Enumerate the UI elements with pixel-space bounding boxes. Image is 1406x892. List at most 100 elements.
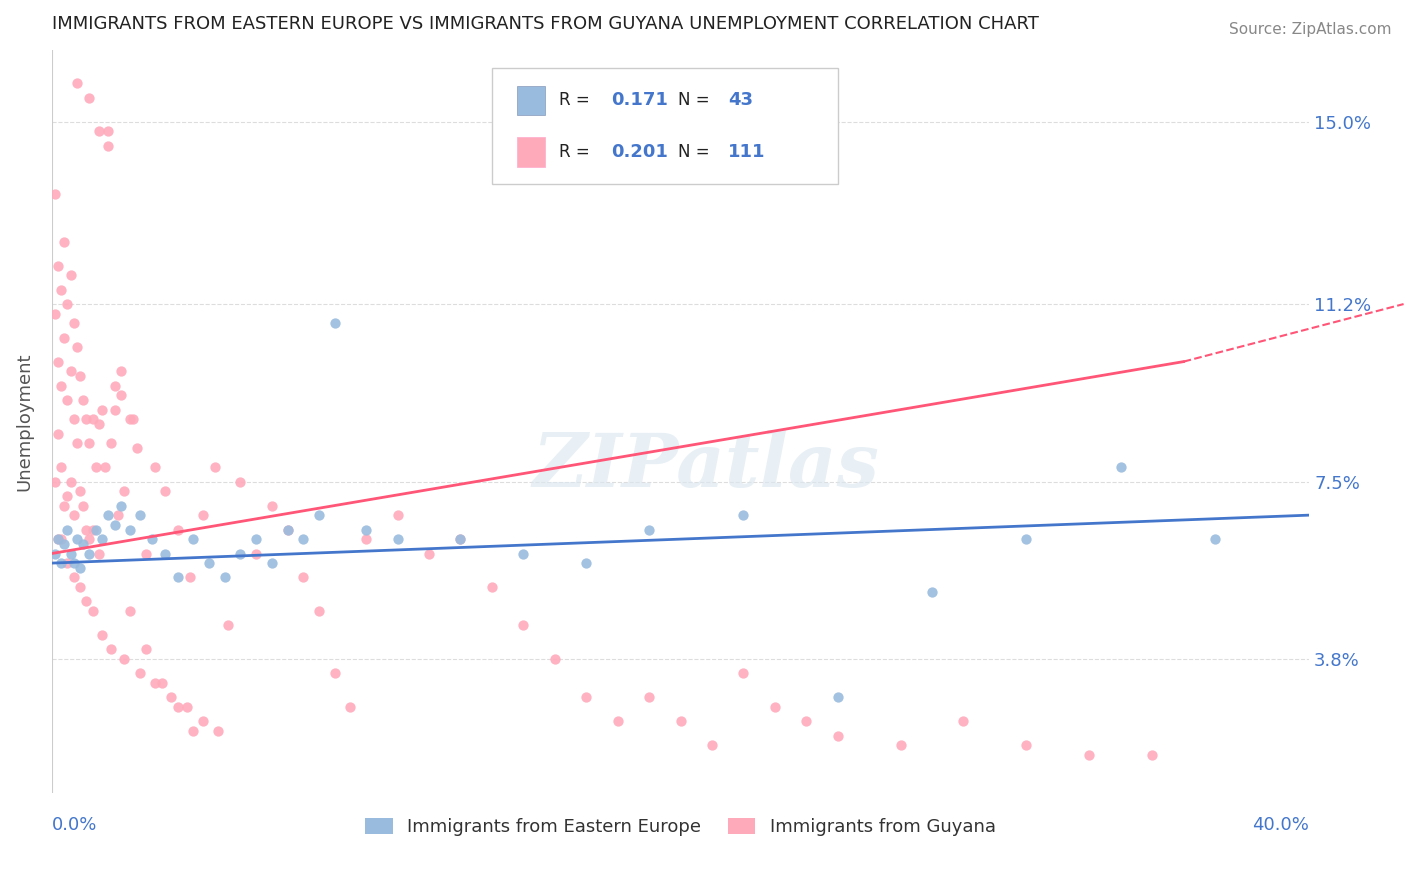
Point — [207, 723, 229, 738]
Point — [53, 499, 76, 513]
Point — [91, 628, 114, 642]
Point — [104, 517, 127, 532]
Text: N =: N = — [678, 91, 714, 110]
Point — [128, 666, 150, 681]
Text: 111: 111 — [728, 143, 766, 161]
Point — [84, 523, 107, 537]
Point — [229, 475, 252, 489]
Point — [245, 532, 267, 546]
Point — [51, 556, 73, 570]
Point — [62, 570, 84, 584]
Point — [44, 186, 66, 201]
Point — [69, 484, 91, 499]
Point — [110, 388, 132, 402]
Text: 0.0%: 0.0% — [52, 815, 97, 834]
Point — [91, 532, 114, 546]
Point — [87, 547, 110, 561]
Point — [72, 537, 94, 551]
Point — [62, 556, 84, 570]
Text: 40.0%: 40.0% — [1253, 815, 1309, 834]
Point — [166, 570, 188, 584]
Point — [827, 729, 849, 743]
Point — [62, 508, 84, 523]
Point — [166, 700, 188, 714]
Point — [97, 508, 120, 523]
Point — [94, 460, 117, 475]
Point — [82, 523, 104, 537]
Point — [191, 714, 214, 729]
Point — [181, 723, 204, 738]
Point — [733, 666, 755, 681]
Point — [44, 475, 66, 489]
Point — [245, 547, 267, 561]
Point — [87, 417, 110, 431]
Point — [323, 666, 346, 681]
Point — [606, 714, 628, 729]
Point — [214, 570, 236, 584]
Point — [544, 652, 567, 666]
Point — [51, 378, 73, 392]
Point — [100, 436, 122, 450]
Point — [512, 618, 534, 632]
Point — [191, 508, 214, 523]
Text: IMMIGRANTS FROM EASTERN EUROPE VS IMMIGRANTS FROM GUYANA UNEMPLOYMENT CORRELATIO: IMMIGRANTS FROM EASTERN EUROPE VS IMMIGR… — [52, 15, 1039, 33]
Point — [141, 532, 163, 546]
Point — [575, 690, 598, 705]
Point — [100, 642, 122, 657]
Point — [700, 739, 723, 753]
FancyBboxPatch shape — [517, 137, 544, 167]
Point — [166, 523, 188, 537]
Point — [952, 714, 974, 729]
Point — [323, 316, 346, 330]
Point — [104, 402, 127, 417]
Point — [44, 307, 66, 321]
Text: ZIPatlas: ZIPatlas — [533, 430, 879, 502]
Point — [1109, 460, 1132, 475]
Point — [79, 436, 101, 450]
Point — [72, 499, 94, 513]
Point — [46, 259, 69, 273]
Point — [1015, 739, 1038, 753]
Point — [217, 618, 239, 632]
Point — [51, 283, 73, 297]
Point — [51, 460, 73, 475]
FancyBboxPatch shape — [517, 86, 544, 115]
Point — [638, 690, 661, 705]
Point — [277, 523, 299, 537]
Point — [75, 523, 97, 537]
Point — [79, 91, 101, 105]
Point — [669, 714, 692, 729]
Point — [82, 412, 104, 426]
Point — [204, 460, 226, 475]
FancyBboxPatch shape — [492, 69, 838, 184]
Point — [308, 604, 330, 618]
Point — [46, 354, 69, 368]
Point — [56, 489, 79, 503]
Point — [354, 523, 377, 537]
Point — [110, 364, 132, 378]
Point — [97, 124, 120, 138]
Point — [387, 508, 409, 523]
Text: N =: N = — [678, 143, 714, 161]
Point — [75, 412, 97, 426]
Point — [794, 714, 817, 729]
Text: R =: R = — [558, 91, 595, 110]
Text: Source: ZipAtlas.com: Source: ZipAtlas.com — [1229, 22, 1392, 37]
Point — [128, 508, 150, 523]
Point — [53, 537, 76, 551]
Point — [229, 547, 252, 561]
Point — [827, 690, 849, 705]
Point — [56, 392, 79, 407]
Point — [84, 460, 107, 475]
Point — [59, 547, 82, 561]
Point — [72, 392, 94, 407]
Point — [153, 484, 176, 499]
Point — [292, 532, 315, 546]
Point — [46, 532, 69, 546]
Point — [62, 316, 84, 330]
Text: 0.201: 0.201 — [612, 143, 668, 161]
Point — [120, 523, 142, 537]
Point — [354, 532, 377, 546]
Point — [145, 676, 167, 690]
Point — [179, 570, 201, 584]
